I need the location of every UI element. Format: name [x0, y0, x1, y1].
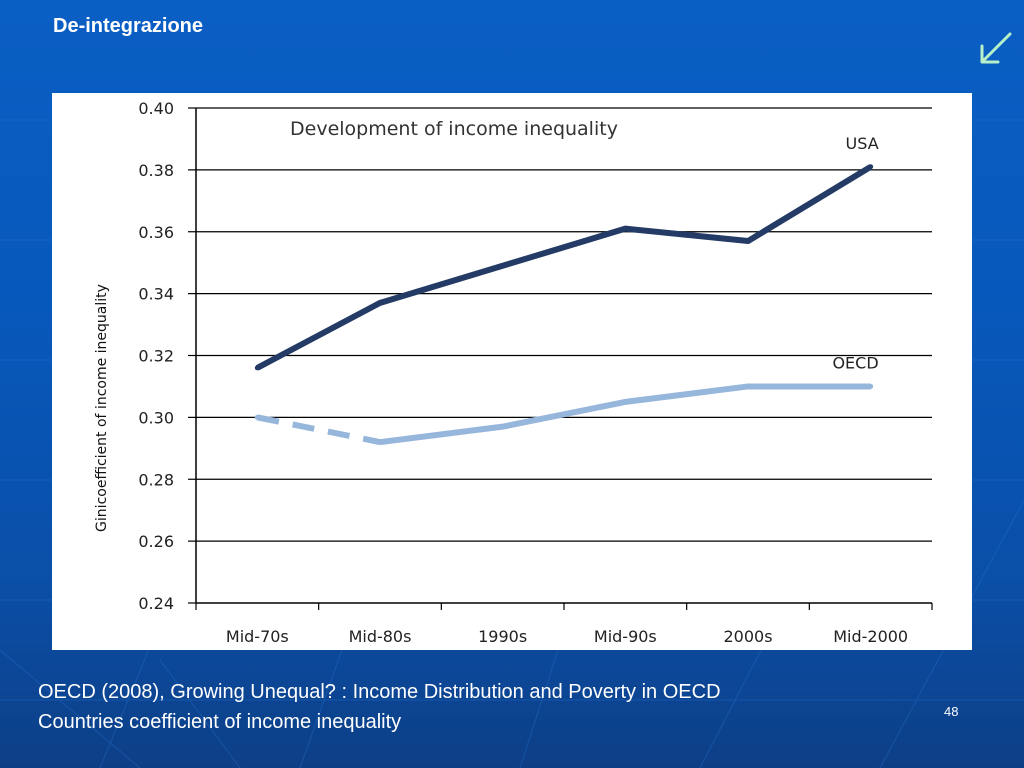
x-tick-label: Mid-80s — [349, 627, 412, 646]
x-tick-label: 2000s — [723, 627, 772, 646]
usa-series-label: USA — [846, 134, 879, 153]
x-tick-label: Mid-70s — [226, 627, 289, 646]
slide-title: De-integrazione — [53, 15, 204, 37]
page-number: 48 — [944, 704, 959, 719]
oecd-data-point — [745, 383, 751, 389]
oecd-data-point — [500, 424, 506, 430]
oecd-series-label: OECD — [832, 353, 878, 372]
y-tick-label: 0.38 — [138, 161, 174, 180]
oecd-data-point — [254, 414, 260, 420]
y-tick-label: 0.36 — [138, 223, 174, 242]
x-tick-label: Mid-2000 — [833, 627, 908, 646]
source-caption: OECD (2008), Growing Unequal? : Income D… — [38, 677, 938, 737]
arrow-down-left-icon[interactable] — [972, 26, 1018, 72]
y-tick-label: 0.30 — [138, 408, 174, 427]
y-tick-label: 0.40 — [138, 99, 174, 118]
oecd-data-point — [622, 399, 628, 405]
y-tick-label: 0.26 — [138, 532, 174, 551]
chart-panel: 0.40 0.38 0.36 0.34 0.32 0.30 0.28 0.26 0.24 Mid-… — [52, 93, 972, 650]
y-tick-label: 0.34 — [138, 285, 174, 304]
oecd-data-point — [377, 439, 383, 445]
y-tick-label: 0.24 — [138, 594, 174, 613]
y-tick-label: 0.28 — [138, 470, 174, 489]
usa-series-line — [255, 164, 873, 371]
x-tick-label: Mid-90s — [594, 627, 657, 646]
chart-title: Development of income inequality — [290, 118, 618, 140]
usa-data-point — [500, 263, 506, 269]
usa-data-point — [745, 238, 751, 244]
y-axis-title: Ginicoefficient of income inequality — [94, 284, 110, 532]
x-tick-label: 1990s — [478, 627, 527, 646]
caption-line-2: Countries coefficient of income inequali… — [38, 711, 402, 733]
caption-line-1: OECD (2008), Growing Unequal? : Income D… — [38, 681, 721, 703]
oecd-series-line — [379, 383, 871, 446]
usa-data-point — [868, 164, 874, 170]
income-inequality-chart: 0.40 0.38 0.36 0.34 0.32 0.30 0.28 0.26 0.24 Mid-… — [94, 99, 933, 646]
usa-data-point — [622, 226, 628, 232]
usa-data-point — [377, 300, 383, 306]
oecd-data-point — [868, 383, 874, 389]
usa-data-point — [254, 365, 260, 371]
oecd-series-line-dashed — [256, 414, 381, 446]
y-tick-label: 0.32 — [138, 347, 174, 366]
